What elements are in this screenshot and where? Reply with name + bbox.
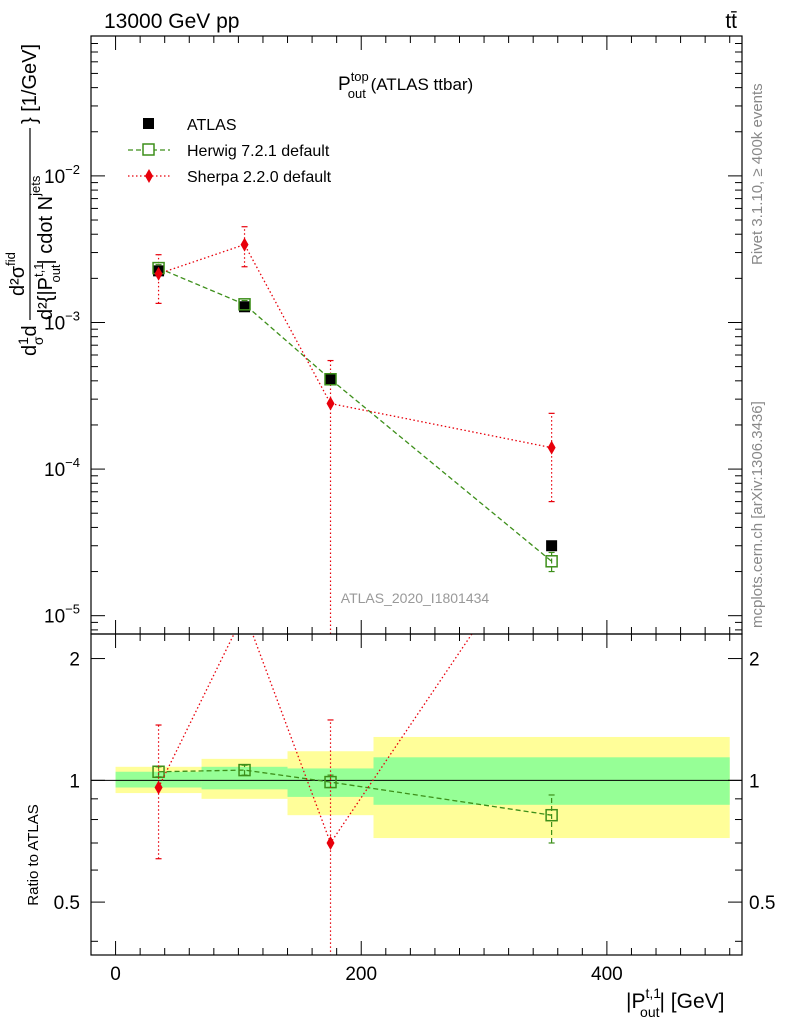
legend-label-atlas: ATLAS: [187, 117, 237, 134]
main-series-line-2: [158, 243, 552, 449]
main-ytick-base: 10: [44, 167, 65, 188]
analysis-watermark: ATLAS_2020_I1801434: [341, 590, 490, 606]
ratio-panel: 0 200 400 0.5 0.5 1 1 2 2: [54, 633, 775, 985]
ratio-ylabel: Ratio to ATLAS: [25, 804, 42, 905]
mcplots-label: mcplots.cern.ch [arXiv:1306.3436]: [749, 401, 766, 628]
main-point-atlas-3: [546, 540, 558, 552]
ratio-ytick-label-left-0: 0.5: [54, 893, 80, 914]
header-left: 13000 GeV pp: [104, 10, 239, 33]
legend-label-sherpa: Sherpa 2.2.0 default: [187, 169, 332, 186]
xlabel-sup: t,1: [645, 985, 661, 1001]
main-panel: 10−510−410−310−2: [44, 35, 743, 635]
title-sup: top: [351, 69, 369, 84]
main-point-sherpa-2: [326, 396, 335, 411]
ylabel-den-sub: out: [48, 264, 63, 282]
legend-label-herwig: Herwig 7.2.1 default: [187, 143, 330, 160]
legend-marker-herwig: [142, 143, 155, 156]
header-right: tt̄: [725, 10, 737, 33]
main-ytick-label-3: 10−2: [44, 162, 80, 188]
main-ytick-exp: −5: [65, 602, 80, 617]
main-ytick-label-2: 10−3: [44, 308, 80, 334]
ratio-xtick-label-0: 0: [110, 964, 121, 985]
ratio-ytick-label-right-2: 2: [749, 650, 760, 671]
main-ylabel: d1σd d²σfid d²{|Pt,1 out| cdot Njets } [1…: [3, 44, 63, 356]
ylabel-prefix-den: σ: [30, 336, 46, 345]
legend-marker-atlas: [143, 118, 154, 129]
ratio-xtick-label-2: 400: [591, 964, 623, 985]
ylabel-suffix: } [1/GeV]: [19, 44, 41, 124]
ratio-point-1-0: [154, 780, 163, 795]
chart-title: Ptop out (ATLAS ttbar): [338, 69, 473, 101]
legend-marker-sherpa: [145, 169, 153, 183]
xlabel-base: |P: [626, 990, 645, 1013]
xlabel-suffix: | [GeV]: [660, 990, 725, 1013]
ratio-series-line-0: [158, 769, 552, 816]
main-point-herwig-2: [324, 373, 337, 386]
ylabel-den-sub2: jets: [28, 175, 43, 197]
main-point-sherpa-0: [154, 266, 163, 281]
ratio-point-0-3: [545, 808, 558, 822]
ylabel-den: d²{|P: [35, 277, 57, 320]
ylabel-prefix-d: d: [19, 325, 41, 336]
ratio-ytick-label-right-0: 0.5: [749, 893, 775, 914]
xlabel-sub: out: [640, 1004, 660, 1020]
main-ytick-label-0: 10−5: [44, 602, 80, 628]
ylabel-prefix: d: [19, 345, 41, 356]
ratio-ytick-label-right-1: 1: [749, 771, 760, 792]
ratio-ytick-label-left-1: 1: [69, 771, 80, 792]
ylabel-num: d²σ: [7, 265, 29, 296]
main-ytick-exp: −3: [65, 308, 80, 323]
title-base: P: [338, 74, 351, 95]
ratio-ytick-label-left-2: 2: [69, 650, 80, 671]
ratio-frame: [90, 633, 743, 956]
ratio-point-0-1: [238, 763, 251, 777]
main-point-sherpa-3: [547, 440, 556, 455]
main-ytick-base: 10: [44, 607, 65, 628]
ratio-band-inner-3: [373, 757, 730, 805]
ratio-xtick-label-1: 200: [345, 964, 377, 985]
main-point-atlas-1: [239, 301, 251, 313]
main-ytick-label-1: 10−4: [44, 455, 80, 481]
main-series-line-1: [158, 267, 553, 562]
main-ytick-base: 10: [44, 460, 65, 481]
main-point-sherpa-1: [240, 237, 249, 252]
ylabel-num-sup: fid: [3, 252, 18, 266]
ratio-band-inner-0: [115, 771, 202, 788]
ylabel-prefix-num: 1: [15, 337, 31, 345]
ylabel-den-sup: t,1: [31, 263, 46, 277]
ratio-point-1-2: [326, 835, 335, 850]
legend: ATLAS Herwig 7.2.1 default Sherpa 2.2.0 …: [128, 117, 332, 186]
title-sub: out: [348, 86, 366, 101]
ylabel-den-mid: | cdot N: [35, 196, 57, 265]
xlabel: |Pt,1 out| [GeV]: [626, 985, 725, 1020]
svg-text:d1σd: d1σd: [15, 325, 46, 356]
title-suffix: (ATLAS ttbar): [366, 75, 473, 94]
ratio-series-group: [152, 634, 558, 955]
main-point-atlas-2: [325, 373, 337, 385]
main-point-herwig-3: [545, 555, 558, 568]
svg-text:d²σfid: d²σfid: [3, 252, 29, 296]
main-ytick-exp: −4: [65, 455, 80, 470]
main-ytick-exp: −2: [65, 162, 80, 177]
main-point-herwig-1: [238, 298, 251, 311]
rivet-label: Rivet 3.1.10, ≥ 400k events: [749, 83, 766, 265]
main-ytick-base: 10: [44, 313, 65, 334]
